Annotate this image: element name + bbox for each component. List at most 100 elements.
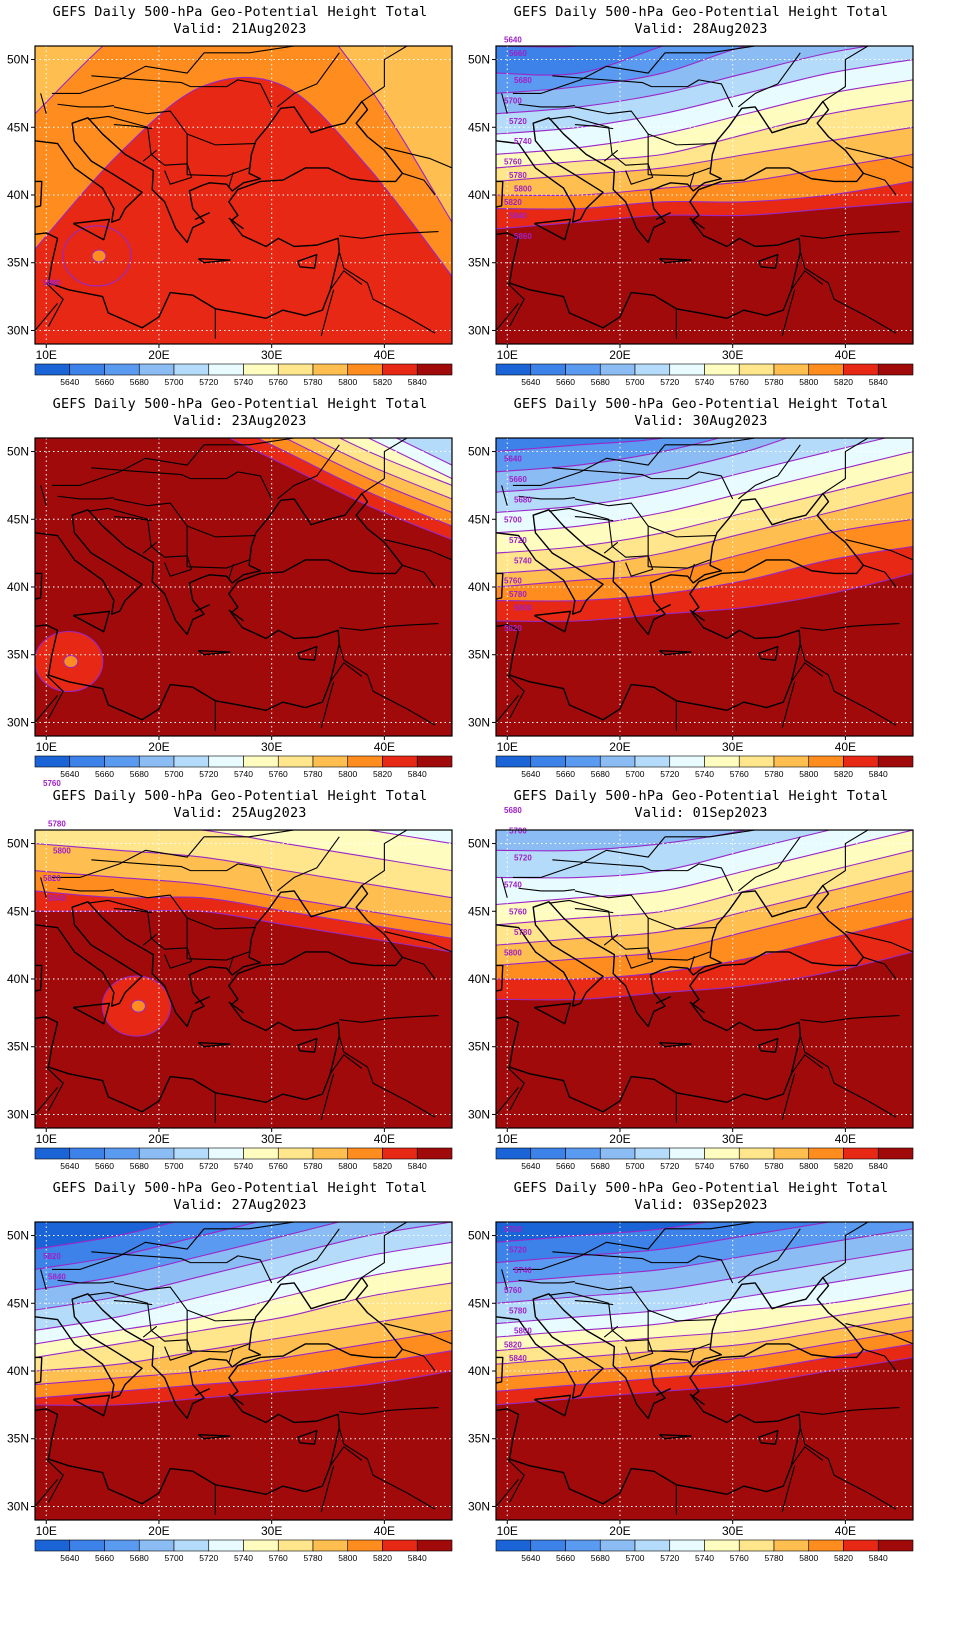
colorbar-swatch	[808, 755, 844, 768]
country-border	[548, 115, 654, 185]
country-border	[496, 695, 519, 723]
colorbar-swatch	[104, 1539, 140, 1552]
colorbar-swatch	[843, 363, 879, 376]
lon-label: 20E	[609, 348, 630, 362]
lat-label: 40N	[468, 188, 490, 202]
colorbar-swatch	[634, 1147, 671, 1160]
contour-line	[496, 59, 913, 135]
colorbar-label: 5780	[304, 1553, 323, 1563]
contour-line	[35, 1282, 452, 1358]
contour-line	[35, 76, 452, 277]
country-border	[845, 931, 913, 953]
colorbar-swatch	[669, 1539, 705, 1552]
lat-label: 35N	[7, 1432, 29, 1446]
panel-valid-date: Valid: 23Aug2023	[173, 413, 307, 429]
lat-label: 30N	[7, 323, 29, 337]
coastline	[496, 884, 865, 1113]
country-border	[863, 564, 897, 588]
colorbar-label: 5820	[373, 769, 392, 779]
country-border	[91, 467, 273, 500]
country-border	[57, 1279, 114, 1284]
country-border	[512, 444, 666, 486]
coastline	[72, 610, 111, 633]
colorbar-label: 5660	[556, 1553, 575, 1563]
colorbar-label: 5760	[269, 1553, 288, 1563]
contour-label: 5700	[504, 516, 522, 525]
country-border	[603, 1325, 619, 1338]
shade-band	[35, 46, 452, 223]
country-border	[228, 563, 234, 580]
coastline	[35, 492, 404, 721]
country-border	[384, 539, 452, 561]
colorbar-swatch	[669, 755, 705, 768]
contour-label: 5840	[48, 1273, 66, 1282]
colorbar-label: 5740	[695, 1553, 714, 1563]
colorbar-swatch	[634, 1539, 671, 1552]
lat-label: 50N	[468, 445, 490, 459]
country-border	[501, 93, 508, 114]
colorbar-label: 5780	[304, 1161, 323, 1171]
lat-label: 45N	[468, 1296, 490, 1310]
colorbar-label: 5700	[165, 1553, 184, 1563]
colorbar-label: 5720	[199, 1553, 218, 1563]
country-border	[276, 444, 340, 500]
country-border	[603, 541, 619, 554]
country-border	[518, 1279, 575, 1284]
colorbar-label: 5700	[165, 769, 184, 779]
country-border	[113, 890, 255, 930]
colorbar-swatch	[843, 1147, 879, 1160]
colorbar-label: 5720	[660, 769, 679, 779]
contour-line	[35, 1222, 342, 1291]
lon-label: 10E	[36, 1132, 57, 1146]
country-border	[548, 507, 654, 577]
panel-title: GEFS Daily 500-hPa Geo-Potential Height …	[513, 396, 889, 412]
lon-label: 20E	[148, 1524, 169, 1538]
lat-label: 35N	[7, 1040, 29, 1054]
shade-band	[496, 1222, 707, 1243]
contour-label: 5860	[514, 232, 532, 241]
coastline	[496, 1356, 504, 1384]
country-border	[402, 956, 436, 980]
colorbar-label: 5760	[730, 769, 749, 779]
country-border	[339, 623, 439, 631]
colorbar-swatch	[69, 1539, 105, 1552]
contour-line	[283, 438, 452, 514]
lat-label: 45N	[468, 512, 490, 526]
height-map: 5880 50N 45N 40N 35N 30N 10E 20E 30E 40E 5640 5660 5…	[7, 279, 453, 779]
contour-line	[35, 842, 452, 899]
colorbar-label: 5780	[304, 377, 323, 387]
panel-title: GEFS Daily 500-hPa Geo-Potential Height …	[513, 788, 889, 804]
country-border	[204, 46, 295, 54]
country-border	[548, 899, 654, 969]
map-panel: GEFS Daily 500-hPa Geo-Potential Height …	[461, 1176, 941, 1586]
colorbar-label: 5780	[765, 1553, 784, 1563]
country-border	[506, 282, 525, 327]
panel-valid-date: Valid: 28Aug2023	[634, 21, 768, 37]
colorbar-swatch	[738, 1539, 775, 1552]
shade-band	[496, 830, 747, 851]
coastline	[194, 211, 210, 221]
colorbar-label: 5840	[869, 377, 888, 387]
contour-label: 5660	[509, 49, 527, 58]
country-border	[552, 75, 734, 108]
coastline	[689, 1393, 705, 1406]
lon-label: 40E	[374, 1524, 395, 1538]
country-border	[57, 495, 114, 500]
country-border	[689, 171, 695, 188]
country-border	[45, 674, 64, 719]
colorbar-swatch	[277, 755, 314, 768]
colorbar-swatch	[808, 1539, 844, 1552]
country-border	[506, 674, 525, 719]
closed-high-core	[91, 249, 107, 263]
panel-valid-date: Valid: 01Sep2023	[634, 805, 768, 821]
colorbar-label: 5660	[95, 769, 114, 779]
country-border	[647, 134, 711, 177]
lon-label: 30E	[261, 348, 282, 362]
contour-line	[35, 1329, 452, 1386]
contour-line	[496, 99, 913, 169]
country-border	[822, 830, 869, 886]
colorbar-swatch	[565, 755, 601, 768]
map-panel: GEFS Daily 500-hPa Geo-Potential Height …	[0, 0, 480, 410]
colorbar-swatch	[738, 1147, 775, 1160]
